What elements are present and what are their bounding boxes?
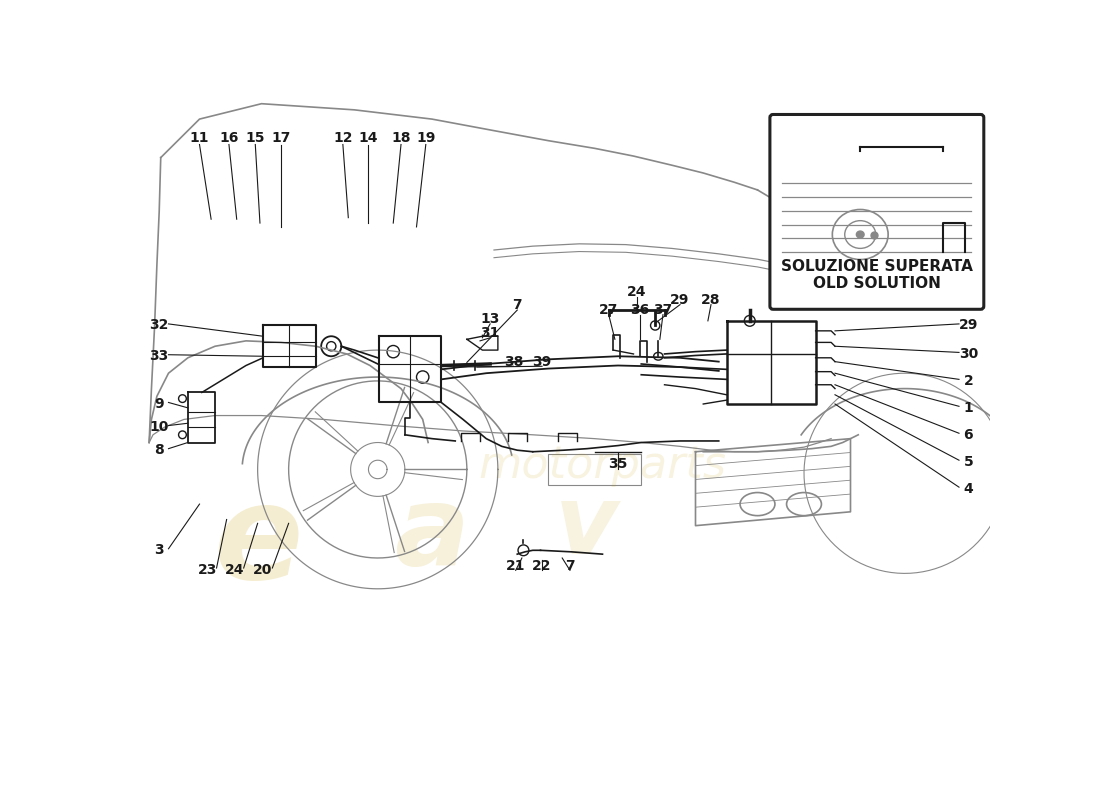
Text: 19: 19	[416, 131, 436, 146]
Text: 32: 32	[150, 318, 169, 333]
Bar	[548, 454, 641, 485]
Text: 16: 16	[219, 131, 239, 146]
Text: 7: 7	[565, 558, 575, 573]
Text: 18: 18	[392, 131, 410, 146]
Text: 24: 24	[224, 562, 244, 577]
Text: 13: 13	[481, 312, 499, 326]
Text: 24: 24	[627, 286, 647, 299]
Text: 23: 23	[198, 562, 217, 577]
Text: 3: 3	[154, 543, 164, 558]
Text: 28: 28	[702, 293, 721, 307]
Text: v: v	[556, 481, 618, 574]
Text: 31: 31	[481, 326, 499, 340]
Text: OLD SOLUTION: OLD SOLUTION	[813, 276, 940, 290]
Text: 1: 1	[964, 401, 974, 415]
Text: 36: 36	[630, 303, 649, 317]
Text: 30: 30	[959, 347, 978, 361]
Text: 20: 20	[253, 562, 273, 577]
Text: 29: 29	[670, 293, 690, 307]
Text: 29: 29	[958, 318, 978, 333]
Text: 39: 39	[532, 354, 552, 369]
Text: 27: 27	[600, 303, 618, 317]
Text: 2: 2	[964, 374, 974, 388]
FancyBboxPatch shape	[770, 114, 983, 310]
Text: 8: 8	[154, 443, 164, 457]
Text: 22: 22	[532, 558, 552, 573]
Text: 25: 25	[934, 149, 953, 163]
Text: 27: 27	[778, 149, 796, 163]
Text: a: a	[395, 482, 470, 589]
Text: 11: 11	[189, 131, 209, 146]
Text: 26: 26	[878, 149, 896, 163]
Text: 24: 24	[892, 127, 912, 142]
Ellipse shape	[857, 231, 865, 238]
Text: 5: 5	[964, 454, 974, 469]
Text: 6: 6	[964, 428, 974, 442]
Text: 9: 9	[154, 397, 164, 411]
Text: 15: 15	[245, 131, 265, 146]
Text: SOLUZIONE SUPERATA: SOLUZIONE SUPERATA	[781, 258, 972, 274]
Text: 4: 4	[964, 482, 974, 496]
Text: motorparts: motorparts	[478, 444, 726, 487]
Text: 7: 7	[513, 298, 522, 313]
Text: 17: 17	[272, 131, 290, 146]
Text: 10: 10	[150, 420, 169, 434]
Text: 33: 33	[150, 350, 168, 363]
Text: 38: 38	[504, 354, 524, 369]
Text: 35: 35	[608, 457, 628, 471]
Text: 14: 14	[359, 131, 378, 146]
Text: 12: 12	[333, 131, 353, 146]
Text: 21: 21	[506, 558, 526, 573]
Text: 37: 37	[653, 303, 672, 317]
Text: e: e	[213, 479, 302, 606]
